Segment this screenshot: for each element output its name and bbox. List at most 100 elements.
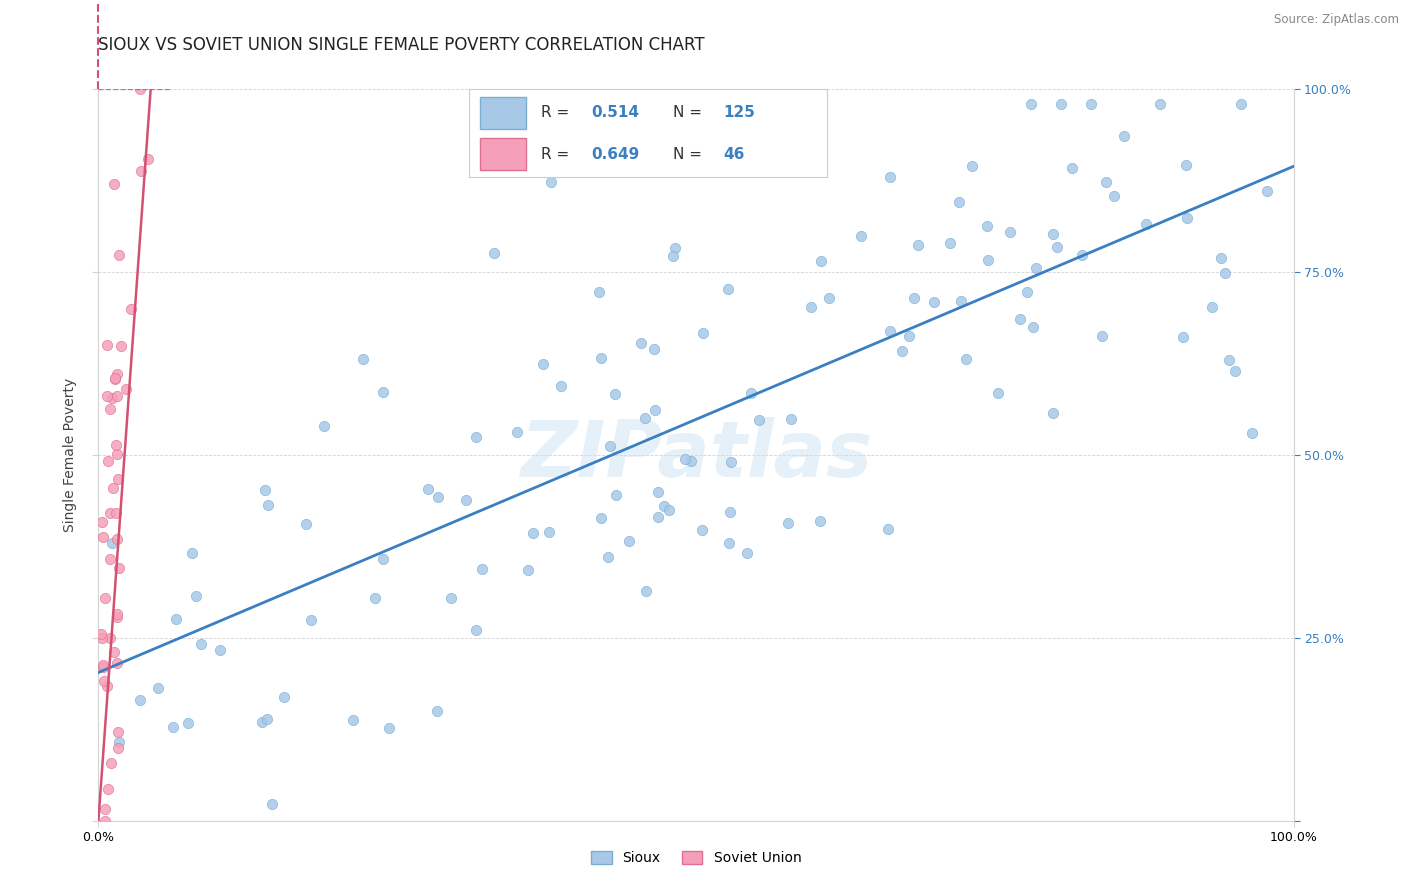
Point [148,681,170,695]
Point [808,514,831,528]
Point [101,536,124,550]
Point [890,343,912,358]
Point [93,591,115,605]
Point [977,252,1000,267]
Point [105,607,128,622]
Legend: Sioux, Soviet Union: Sioux, Soviet Union [591,850,801,865]
Point [948,195,970,210]
Point [128,82,150,96]
Point [810,253,832,268]
Point [634,411,657,425]
Point [588,285,610,299]
Point [90,516,112,530]
Point [800,300,823,314]
Point [718,536,741,550]
Point [531,357,554,371]
Point [718,506,741,520]
Point [299,613,322,627]
Point [91,530,114,544]
Point [591,351,613,365]
Point [537,525,560,540]
Point [897,329,920,343]
Point [987,385,1010,400]
Point [776,516,799,530]
Point [91,657,114,672]
Point [636,584,658,599]
Point [208,643,231,657]
Point [658,503,681,517]
Point [94,814,117,828]
Point [644,403,666,417]
Point [1022,319,1045,334]
Point [108,734,131,748]
Point [1175,211,1198,226]
Point [342,714,364,728]
Point [603,387,626,401]
Point [1025,261,1047,276]
Point [454,493,477,508]
Point [96,337,118,351]
Point [664,241,686,255]
Point [104,370,127,384]
Point [364,591,387,606]
Point [104,438,127,452]
Point [94,802,117,816]
Point [662,248,685,262]
Point [96,679,118,693]
Point [416,483,439,497]
Point [103,481,125,495]
Point [98,402,121,417]
Point [273,690,295,704]
Point [484,246,506,260]
Point [107,446,129,460]
Point [596,549,619,564]
Point [162,720,184,734]
Point [522,526,544,541]
Point [115,382,138,396]
Point [97,453,120,467]
Point [129,163,152,178]
Point [1149,96,1171,111]
Point [1256,184,1278,198]
Point [184,590,207,604]
Point [737,546,759,560]
Point [818,291,841,305]
Point [1201,300,1223,314]
Point [97,781,120,796]
Point [105,367,128,381]
Point [955,351,977,366]
Point [879,169,901,184]
Point [617,533,640,548]
Point [295,517,318,532]
Point [1050,96,1073,111]
Point [262,797,284,811]
Point [879,325,901,339]
Point [250,714,273,729]
Point [1042,227,1064,242]
Point [471,562,494,576]
Point [1230,96,1253,111]
Point [96,389,118,403]
Point [426,704,449,718]
Point [464,430,486,444]
Point [377,721,399,735]
Point [720,454,742,468]
Point [128,693,150,707]
Point [107,740,129,755]
Point [506,425,529,439]
Point [98,551,121,566]
Point [1060,161,1083,175]
Point [938,236,960,251]
Point [107,610,129,624]
Point [1114,128,1136,143]
Point [165,612,187,626]
Point [517,563,540,577]
Point [103,645,125,659]
Point [1095,175,1118,189]
Point [371,552,394,566]
Point [1046,240,1069,254]
Point [1008,312,1031,326]
Point [1102,189,1125,203]
Point [120,301,142,316]
Point [105,532,128,546]
